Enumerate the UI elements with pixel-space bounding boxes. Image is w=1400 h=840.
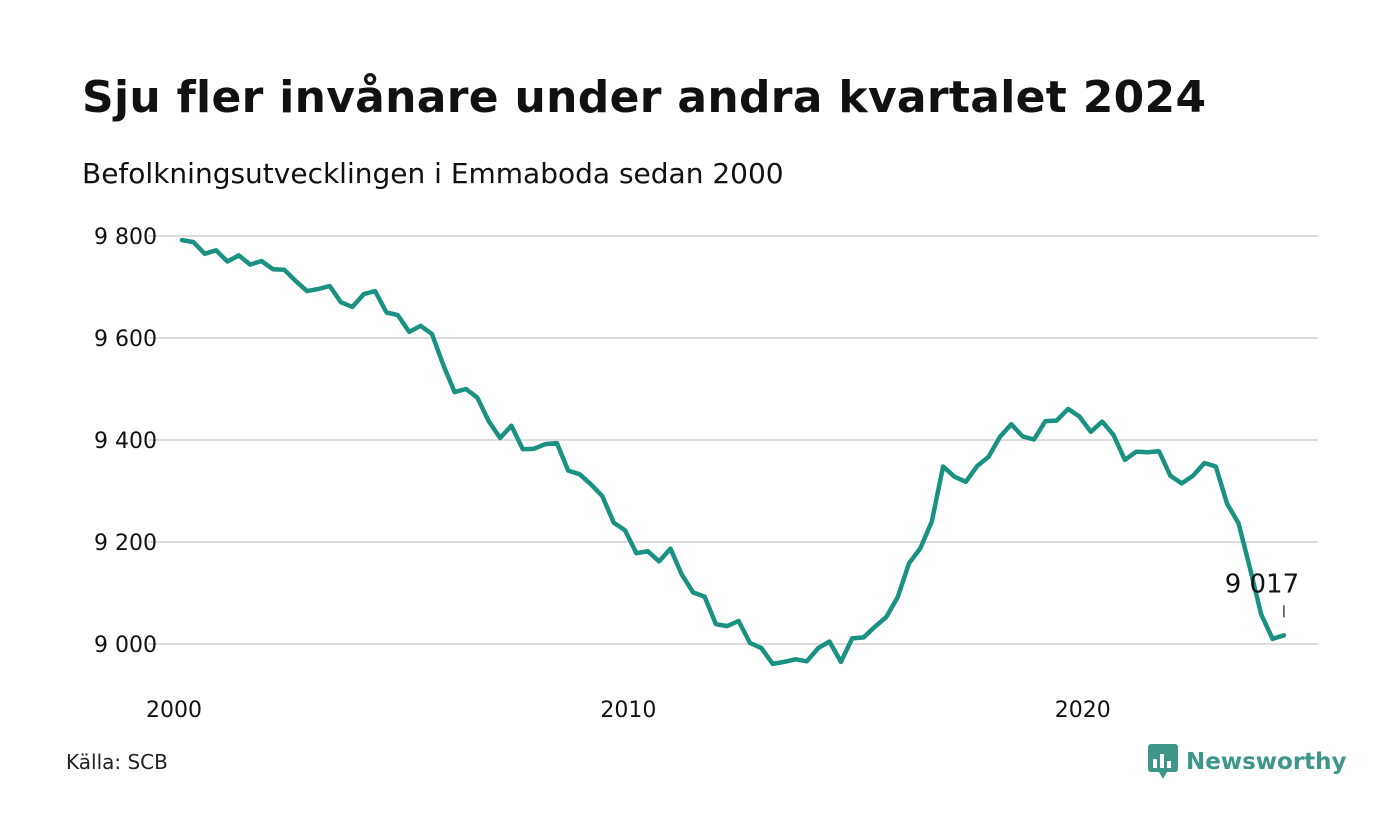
y-tick-label: 9 200 xyxy=(94,531,157,556)
chart-title: Sju fler invånare under andra kvartalet … xyxy=(82,72,1207,123)
x-tick-label: 2000 xyxy=(146,698,202,723)
brand-logo: Newsworthy xyxy=(1148,744,1347,780)
newsworthy-logo-icon xyxy=(1148,744,1178,779)
population-series-line xyxy=(179,237,1287,667)
last-value-label: 9 017 xyxy=(1225,569,1299,599)
line-chart: 9 000 9 200 9 400 9 600 9 800 2000 2010 2020 9 0… xyxy=(94,225,1318,723)
y-tick-label: 9 600 xyxy=(94,327,157,352)
y-tick-label: 9 000 xyxy=(94,633,157,658)
x-tick-label: 2010 xyxy=(600,698,656,723)
x-tick-label: 2020 xyxy=(1055,698,1111,723)
y-tick-label: 9 800 xyxy=(94,225,157,250)
y-tick-label: 9 400 xyxy=(94,429,157,454)
chart-subtitle: Befolkningsutvecklingen i Emmaboda sedan… xyxy=(82,157,784,190)
brand-name: Newsworthy xyxy=(1186,749,1347,775)
source-note: Källa: SCB xyxy=(66,750,168,774)
